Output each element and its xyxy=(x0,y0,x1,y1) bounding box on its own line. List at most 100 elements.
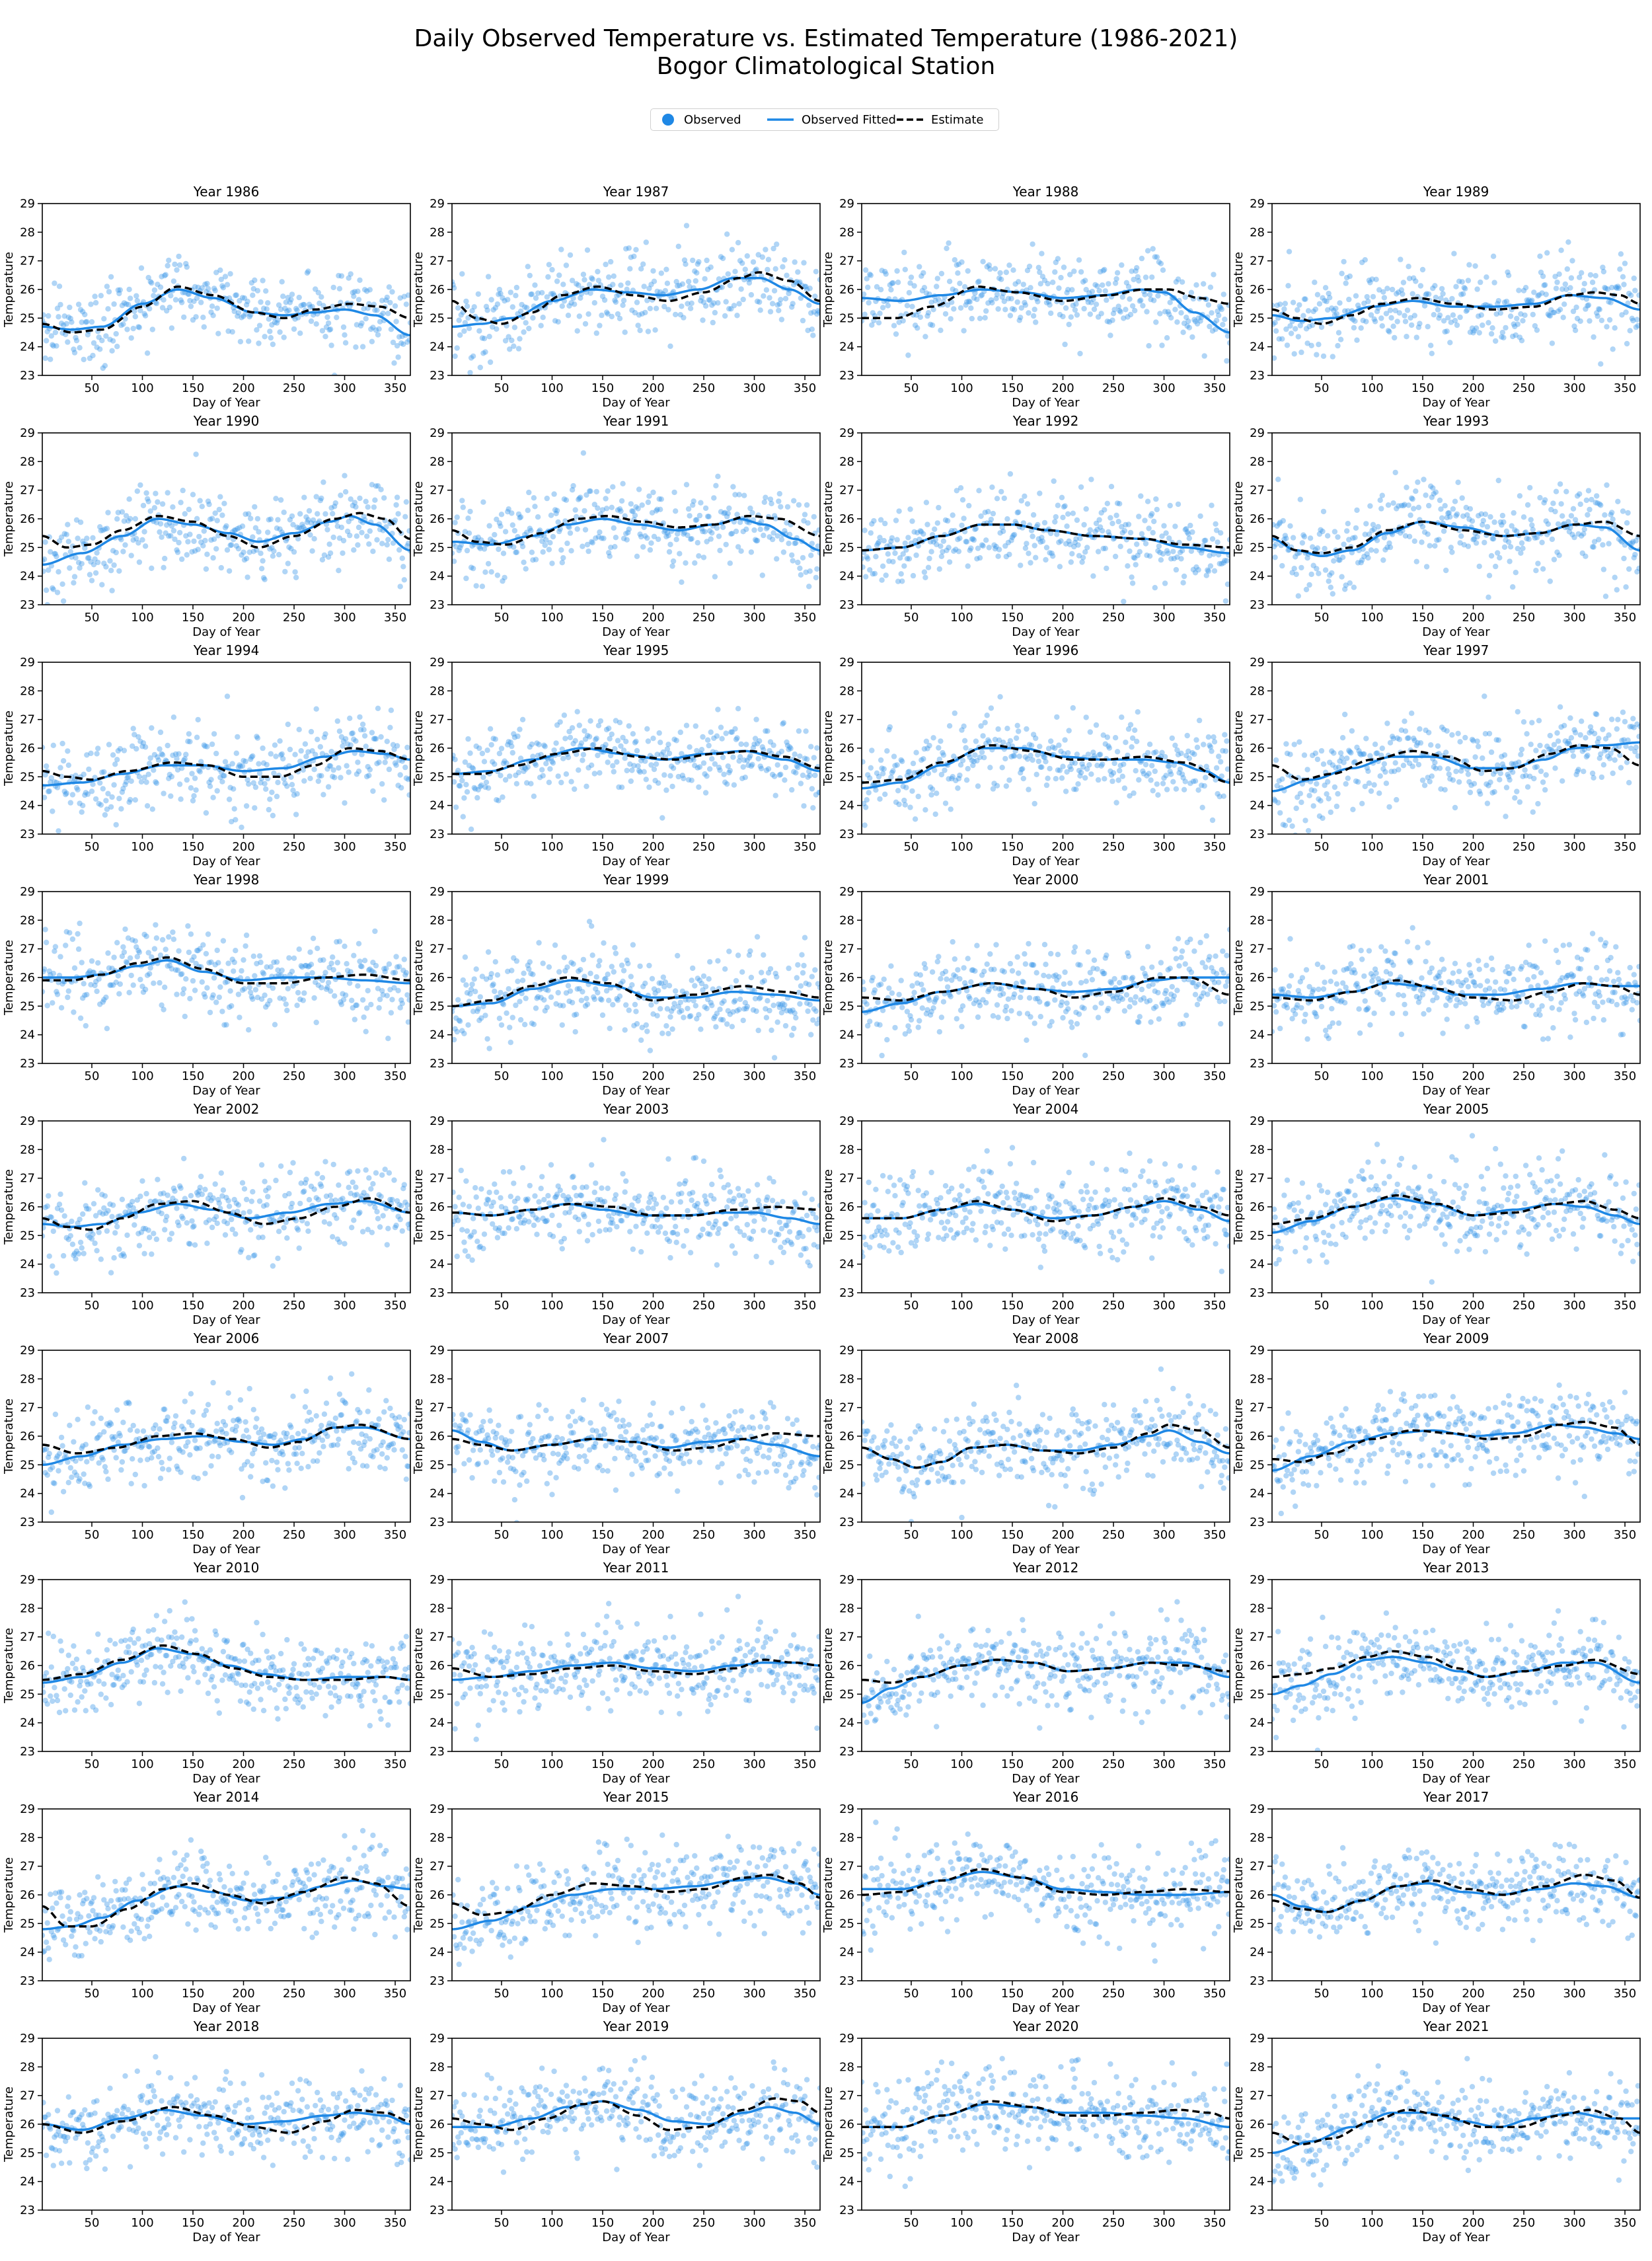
observed-point xyxy=(46,313,52,319)
observed-point xyxy=(650,736,656,742)
observed-point xyxy=(1195,787,1201,793)
observed-point xyxy=(383,754,389,760)
observed-point xyxy=(913,749,919,755)
observed-point xyxy=(481,336,488,342)
observed-point xyxy=(1193,282,1199,288)
observed-point xyxy=(1308,342,1314,348)
observed-point xyxy=(509,510,515,516)
observed-point xyxy=(1220,793,1227,799)
observed-point xyxy=(1587,506,1593,513)
observed-point xyxy=(809,326,815,332)
observed-point xyxy=(125,774,131,781)
observed-point xyxy=(1070,302,1076,309)
observed-point xyxy=(698,500,704,506)
observed-point xyxy=(50,342,56,348)
observed-point xyxy=(864,276,870,282)
observed-point xyxy=(711,495,717,501)
observed-point xyxy=(48,977,55,983)
observed-point xyxy=(214,305,220,311)
observed-point xyxy=(1144,773,1150,779)
observed-point xyxy=(1612,757,1618,763)
observed-point xyxy=(181,314,187,321)
y-tick-label: 23 xyxy=(1250,598,1265,612)
observed-point xyxy=(54,590,61,595)
observed-point xyxy=(1567,525,1573,531)
observed-point xyxy=(1125,726,1132,732)
observed-point xyxy=(1445,510,1451,516)
y-tick-label: 28 xyxy=(839,684,854,698)
observed-point xyxy=(77,307,84,313)
observed-point xyxy=(1413,757,1419,763)
observed-point xyxy=(1297,496,1304,502)
observed-point xyxy=(468,826,474,832)
x-tick-label: 200 xyxy=(642,381,664,395)
observed-point xyxy=(657,740,663,746)
observed-point xyxy=(1514,788,1520,794)
observed-point xyxy=(646,784,652,790)
observed-point xyxy=(1165,309,1171,315)
observed-point xyxy=(1072,760,1078,766)
observed-point xyxy=(1516,759,1522,765)
legend-label-observed-fitted: Observed Fitted xyxy=(802,112,896,127)
observed-point xyxy=(1577,318,1583,325)
observed-point xyxy=(622,755,628,761)
observed-point xyxy=(870,571,876,577)
observed-point xyxy=(1457,739,1463,745)
observed-point xyxy=(481,759,488,765)
observed-point xyxy=(137,307,143,313)
observed-point xyxy=(195,716,201,723)
observed-point xyxy=(1476,744,1482,749)
observed-point xyxy=(327,326,334,332)
observed-point xyxy=(1493,338,1499,344)
observed-point xyxy=(137,738,143,744)
observed-point xyxy=(216,506,222,513)
observed-point xyxy=(127,295,133,301)
observed-point xyxy=(348,496,354,502)
observed-point xyxy=(1520,545,1526,551)
observed-point xyxy=(792,751,798,757)
observed-point xyxy=(278,306,284,313)
observed-point xyxy=(99,338,105,344)
observed-point xyxy=(957,280,963,286)
observed-point xyxy=(1185,748,1191,754)
observed-point xyxy=(1404,484,1409,490)
observed-point xyxy=(153,935,160,941)
observed-point xyxy=(364,533,370,539)
observed-point xyxy=(1602,594,1609,599)
observed-point xyxy=(205,286,211,291)
observed-point xyxy=(386,556,393,562)
observed-point xyxy=(996,547,1002,553)
observed-point xyxy=(700,555,707,560)
observed-point xyxy=(727,282,733,289)
observed-point xyxy=(617,720,623,726)
observed-point xyxy=(313,706,319,712)
observed-point xyxy=(1454,511,1460,517)
observed-point xyxy=(585,311,591,317)
observed-point xyxy=(1478,791,1483,797)
observed-point xyxy=(709,530,715,536)
observed-point xyxy=(184,264,190,270)
observed-point xyxy=(696,553,702,559)
observed-point xyxy=(862,311,868,317)
observed-point xyxy=(1342,711,1348,718)
observed-point xyxy=(476,745,482,751)
observed-point xyxy=(324,766,330,772)
observed-point xyxy=(1088,299,1094,305)
observed-point xyxy=(1167,299,1173,305)
y-tick-label: 29 xyxy=(430,656,445,670)
observed-point xyxy=(1552,274,1558,280)
observed-point xyxy=(974,296,980,303)
observed-point xyxy=(733,528,739,535)
observed-point xyxy=(618,508,624,514)
observed-point xyxy=(910,572,917,579)
observed-point xyxy=(1351,325,1357,331)
observed-point xyxy=(163,530,169,536)
observed-point xyxy=(1368,788,1374,794)
observed-point xyxy=(1325,533,1331,539)
observed-point xyxy=(1184,529,1190,535)
observed-point xyxy=(1131,790,1137,796)
observed-point xyxy=(1390,323,1396,329)
observed-point xyxy=(1310,562,1316,568)
observed-point xyxy=(664,746,671,752)
